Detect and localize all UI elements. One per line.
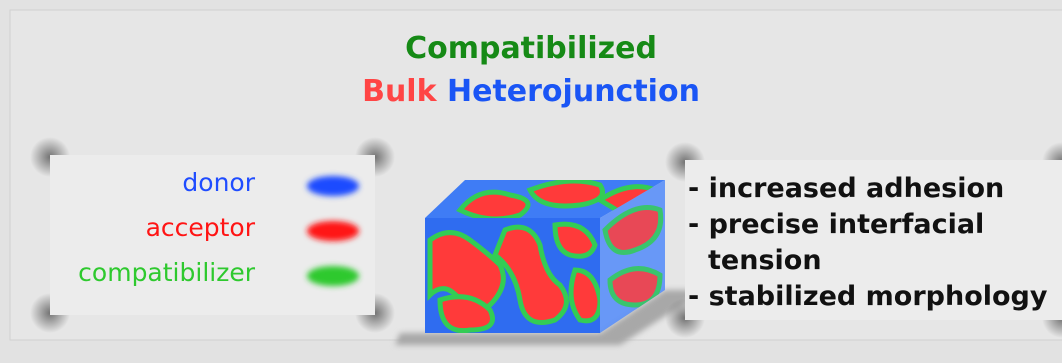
note-line: - increased adhesion bbox=[688, 173, 1004, 204]
note-line: - precise interfacial bbox=[688, 209, 984, 240]
note-line: tension bbox=[708, 245, 822, 276]
title-line: Bulk Heterojunction bbox=[362, 74, 700, 109]
legend-swatch bbox=[307, 221, 359, 241]
legend-swatch bbox=[307, 176, 359, 196]
legend-label: compatibilizer bbox=[78, 258, 256, 287]
legend-swatch bbox=[307, 266, 359, 286]
cube bbox=[395, 180, 690, 345]
title-word: Heterojunction bbox=[447, 74, 700, 109]
legend-label: acceptor bbox=[146, 213, 256, 242]
title-word: Bulk bbox=[362, 74, 438, 109]
title-line: Compatibilized bbox=[405, 31, 657, 66]
page: {"header": {"line1": "Compatibilized", "… bbox=[0, 0, 1062, 363]
note-line: - stabilized morphology bbox=[688, 281, 1048, 312]
legend-label: donor bbox=[182, 168, 255, 197]
diagram: Compatibilized Bulk Heterojunction donor… bbox=[0, 0, 1062, 363]
